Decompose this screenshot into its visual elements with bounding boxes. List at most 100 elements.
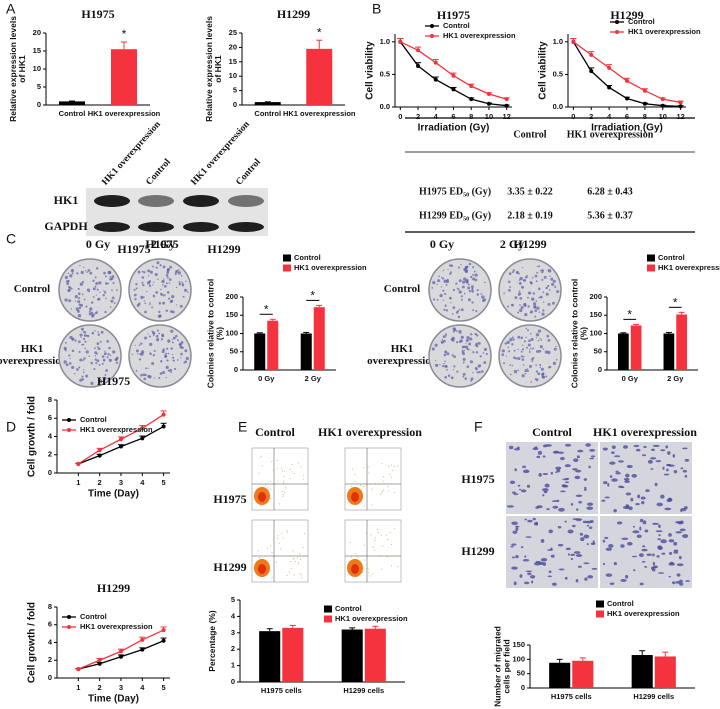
event-dot (388, 465, 390, 467)
colony (84, 347, 87, 350)
colony (466, 336, 470, 340)
migrated-cell (620, 579, 627, 582)
y-tick-label: 0 (233, 100, 237, 109)
colony (483, 347, 488, 352)
migrated-cell (665, 445, 669, 449)
x-tick-label: 2 Gy (305, 374, 322, 383)
migrated-cell (574, 475, 581, 480)
colony (87, 269, 91, 272)
y-tick-label: 2 (48, 655, 52, 664)
colony (112, 281, 115, 285)
y-tick-label: 0.5 (380, 69, 390, 78)
colony (503, 292, 506, 295)
migrated-cell (679, 582, 684, 586)
colony (77, 287, 80, 290)
colony (538, 349, 542, 353)
migrated-cell (640, 496, 646, 500)
colony (155, 334, 159, 338)
migrated-cell (588, 526, 593, 530)
migrated-cell (513, 581, 517, 586)
event-dot (351, 486, 353, 488)
event-dot (365, 532, 367, 534)
colony (163, 278, 165, 280)
event-dot (271, 461, 273, 463)
colony (526, 275, 528, 277)
colony (546, 334, 550, 338)
colony (511, 364, 514, 367)
marker (607, 85, 612, 90)
marker (607, 65, 612, 70)
y-tick-label: 1.0 (553, 37, 563, 46)
colony (97, 331, 99, 333)
migrated-cell (567, 553, 570, 556)
y-tick-label: 20 (229, 42, 237, 51)
colony (476, 289, 479, 292)
event-dot (282, 494, 284, 496)
migrated-cell (625, 504, 630, 507)
event-dot (286, 531, 288, 533)
colony (530, 347, 532, 350)
colony (458, 279, 462, 283)
colony (545, 286, 548, 289)
event-dot (377, 528, 379, 530)
colony (153, 377, 155, 379)
migrated-cell (655, 530, 663, 533)
migrated-cell (572, 468, 578, 471)
colony (436, 298, 439, 301)
colony (165, 376, 167, 379)
event-dot (378, 483, 380, 485)
colony (177, 340, 179, 342)
event-dot (294, 560, 296, 562)
colony (88, 291, 90, 293)
migrated-cell (673, 549, 679, 553)
colony (461, 285, 465, 289)
colony (133, 293, 137, 297)
colony (81, 281, 84, 284)
colony (95, 294, 97, 296)
y-tick-label: 0.0 (553, 102, 563, 111)
colony (535, 300, 538, 302)
bar (111, 49, 137, 105)
event-dot (381, 568, 383, 570)
colony (79, 358, 83, 362)
colony (555, 358, 558, 361)
colony (109, 354, 112, 357)
event-dot (299, 573, 301, 575)
migrated-cell (542, 562, 547, 566)
colony (153, 350, 156, 353)
marker (433, 77, 438, 82)
colony (69, 274, 73, 278)
colony (83, 266, 85, 269)
x-tick-label: H1975 cells (551, 692, 592, 701)
y-axis-label: Cell growth / fold (27, 396, 38, 477)
migrated-cell (555, 466, 562, 470)
colony (149, 270, 153, 274)
y-tick-label: 150 (589, 310, 602, 319)
colony (450, 338, 454, 341)
colony (527, 305, 530, 308)
colony (482, 352, 485, 354)
significance-mark: * (310, 289, 315, 303)
migrated-cell (625, 473, 630, 478)
colony (83, 357, 86, 360)
colony (111, 296, 115, 300)
colony (170, 329, 174, 333)
migrated-cell (556, 468, 561, 473)
colony (165, 365, 169, 369)
bar (630, 325, 642, 370)
migrated-cell (558, 507, 565, 512)
colony (92, 295, 95, 298)
migrated-cell (515, 527, 519, 532)
colony (436, 283, 438, 286)
migrated-cell (546, 508, 551, 511)
marker (97, 453, 102, 458)
colony (108, 358, 112, 362)
event-dot (371, 504, 373, 506)
migrated-cell (559, 457, 565, 461)
colony (177, 271, 181, 275)
colony (444, 333, 447, 336)
colony (531, 297, 535, 301)
y-axis-label-text: Number of migrated cells per field (492, 626, 511, 707)
y-tick-label: 50 (517, 669, 525, 678)
migrated-cell (575, 469, 582, 473)
